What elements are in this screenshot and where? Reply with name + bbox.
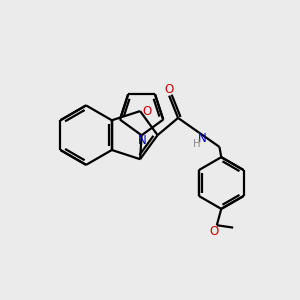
- Text: O: O: [164, 82, 174, 96]
- Text: O: O: [209, 225, 218, 238]
- Text: N: N: [138, 134, 147, 147]
- Text: H: H: [193, 139, 200, 149]
- Text: O: O: [142, 105, 151, 118]
- Text: N: N: [198, 132, 207, 145]
